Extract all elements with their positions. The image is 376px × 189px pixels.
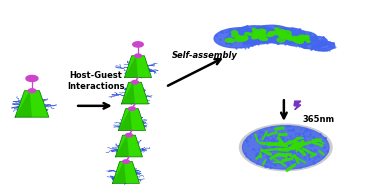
Circle shape — [268, 33, 274, 36]
Polygon shape — [121, 82, 149, 104]
Circle shape — [283, 34, 287, 36]
Circle shape — [236, 37, 244, 42]
Circle shape — [296, 38, 302, 41]
Ellipse shape — [233, 26, 278, 44]
Text: Host-Guest
Interactions: Host-Guest Interactions — [67, 71, 124, 91]
Polygon shape — [124, 56, 152, 77]
Circle shape — [291, 37, 298, 41]
Circle shape — [229, 39, 235, 42]
Circle shape — [296, 39, 302, 42]
Circle shape — [303, 36, 309, 38]
Ellipse shape — [214, 28, 264, 48]
Circle shape — [276, 29, 285, 34]
Circle shape — [126, 133, 132, 137]
Circle shape — [243, 126, 329, 169]
Circle shape — [286, 35, 292, 38]
Circle shape — [261, 30, 265, 33]
Polygon shape — [118, 109, 132, 130]
Circle shape — [257, 33, 266, 38]
Circle shape — [258, 33, 266, 36]
Polygon shape — [112, 162, 126, 183]
Polygon shape — [15, 91, 49, 117]
Circle shape — [253, 29, 258, 32]
Polygon shape — [115, 135, 129, 157]
Circle shape — [239, 36, 248, 40]
Circle shape — [297, 40, 303, 43]
Circle shape — [259, 36, 267, 40]
Circle shape — [238, 37, 242, 39]
Circle shape — [287, 35, 292, 37]
Circle shape — [232, 31, 238, 34]
Circle shape — [239, 36, 248, 40]
Circle shape — [252, 28, 255, 30]
Circle shape — [268, 32, 275, 35]
Circle shape — [237, 38, 240, 39]
Circle shape — [285, 37, 289, 39]
Circle shape — [253, 34, 258, 36]
Ellipse shape — [266, 28, 305, 44]
Circle shape — [133, 42, 143, 47]
Circle shape — [299, 37, 306, 40]
Ellipse shape — [299, 36, 327, 49]
Polygon shape — [124, 56, 138, 77]
Circle shape — [253, 35, 261, 38]
Circle shape — [293, 36, 299, 40]
Circle shape — [296, 36, 305, 41]
Circle shape — [232, 33, 239, 37]
Ellipse shape — [312, 42, 335, 51]
Circle shape — [288, 37, 294, 40]
Polygon shape — [115, 135, 143, 157]
Circle shape — [284, 35, 288, 37]
Polygon shape — [121, 82, 135, 104]
Circle shape — [123, 160, 129, 163]
Circle shape — [28, 89, 36, 93]
Circle shape — [282, 31, 291, 35]
Circle shape — [279, 34, 286, 37]
Circle shape — [275, 28, 279, 30]
Circle shape — [267, 34, 272, 36]
Text: Self-assembly: Self-assembly — [172, 51, 238, 60]
Circle shape — [249, 33, 253, 35]
Circle shape — [262, 38, 267, 40]
Circle shape — [294, 39, 302, 43]
Text: 365nm: 365nm — [303, 115, 335, 124]
Circle shape — [304, 38, 309, 40]
Circle shape — [245, 33, 250, 35]
Circle shape — [240, 124, 332, 171]
Polygon shape — [118, 109, 146, 130]
Circle shape — [299, 39, 302, 40]
Ellipse shape — [283, 31, 317, 46]
Circle shape — [253, 32, 262, 36]
Circle shape — [132, 81, 138, 84]
Polygon shape — [15, 91, 32, 117]
Ellipse shape — [249, 25, 292, 43]
Polygon shape — [294, 101, 301, 110]
Circle shape — [282, 34, 288, 38]
Polygon shape — [112, 162, 139, 183]
Circle shape — [26, 75, 38, 81]
Circle shape — [225, 38, 232, 42]
Circle shape — [253, 32, 258, 34]
Circle shape — [135, 54, 141, 57]
Circle shape — [277, 38, 285, 42]
Circle shape — [252, 36, 256, 39]
Circle shape — [277, 31, 282, 33]
Circle shape — [280, 33, 286, 36]
Circle shape — [273, 31, 280, 35]
Circle shape — [257, 29, 266, 34]
Circle shape — [306, 41, 310, 42]
Circle shape — [235, 36, 243, 40]
Circle shape — [254, 33, 262, 37]
Circle shape — [268, 33, 273, 35]
Circle shape — [129, 107, 135, 110]
Circle shape — [298, 35, 307, 40]
Circle shape — [241, 39, 246, 41]
Circle shape — [280, 33, 287, 36]
